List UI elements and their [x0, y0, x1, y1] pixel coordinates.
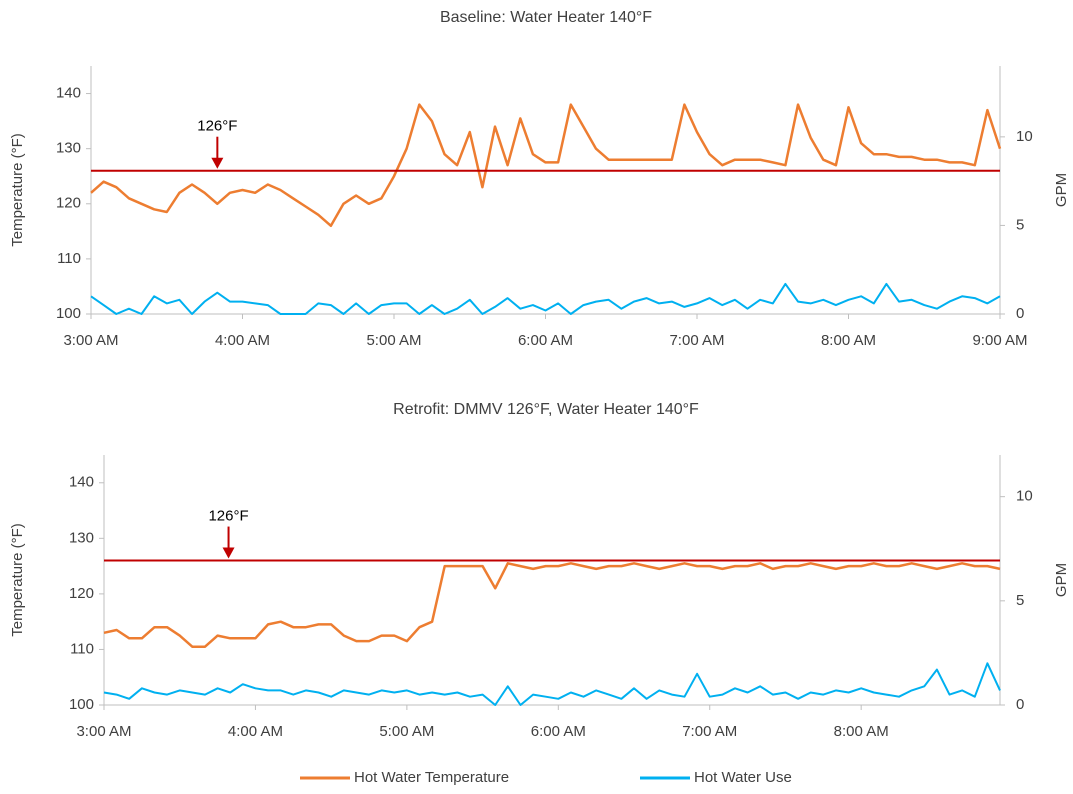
x-tick-label: 8:00 AM: [821, 332, 876, 349]
annotation-arrowhead: [222, 547, 235, 559]
annotation-label: 126°F: [197, 118, 237, 135]
series-line: [103, 662, 1001, 706]
y-tick-label: 110: [70, 640, 94, 657]
y-axis-label: Temperature (°F): [9, 523, 26, 637]
series-line: [90, 282, 1001, 315]
y-tick-label: 120: [56, 195, 81, 212]
annotation-label: 126°F: [208, 508, 248, 525]
y2-tick-label: 10: [1016, 128, 1033, 145]
x-tick-label: 4:00 AM: [228, 723, 283, 740]
y-axis-label: Temperature (°F): [9, 133, 26, 247]
y2-tick-label: 5: [1016, 592, 1024, 609]
series-line: [103, 562, 1001, 648]
y2-tick-label: 0: [1016, 696, 1024, 713]
legend-label: Hot Water Use: [694, 769, 792, 786]
series-line: [90, 103, 1002, 228]
x-tick-label: 7:00 AM: [682, 723, 737, 740]
x-tick-label: 5:00 AM: [366, 332, 421, 349]
x-tick-label: 4:00 AM: [215, 332, 270, 349]
x-tick-label: 5:00 AM: [379, 723, 434, 740]
y-tick-label: 130: [69, 529, 94, 546]
x-tick-label: 8:00 AM: [834, 723, 889, 740]
y2-axis-label: GPM: [1053, 563, 1070, 597]
y-tick-label: 120: [69, 585, 94, 602]
y-tick-label: 110: [57, 250, 81, 267]
chart-title: Retrofit: DMMV 126°F, Water Heater 140°F: [393, 401, 699, 418]
x-tick-label: 3:00 AM: [63, 332, 118, 349]
y-tick-label: 140: [69, 474, 94, 491]
y-tick-label: 130: [56, 140, 81, 157]
x-tick-label: 9:00 AM: [972, 332, 1027, 349]
y-tick-label: 100: [69, 696, 94, 713]
y2-axis-label: GPM: [1053, 173, 1070, 207]
y2-tick-label: 10: [1016, 488, 1033, 505]
x-tick-label: 6:00 AM: [531, 723, 586, 740]
x-tick-label: 6:00 AM: [518, 332, 573, 349]
annotation-arrowhead: [211, 157, 224, 169]
chart-title: Baseline: Water Heater 140°F: [440, 9, 652, 26]
y2-tick-label: 0: [1016, 305, 1024, 322]
x-tick-label: 7:00 AM: [669, 332, 724, 349]
y-tick-label: 100: [56, 305, 81, 322]
legend-label: Hot Water Temperature: [354, 769, 509, 786]
y2-tick-label: 5: [1016, 216, 1024, 233]
x-tick-label: 3:00 AM: [76, 723, 131, 740]
y-tick-label: 140: [56, 85, 81, 102]
